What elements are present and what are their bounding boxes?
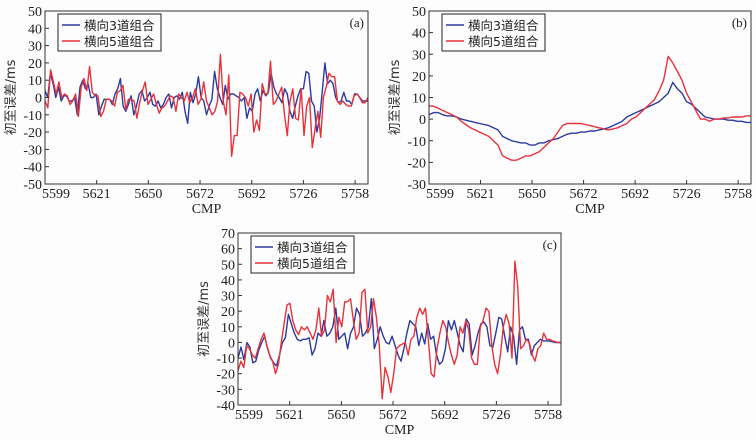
y-tick-label: -10	[23, 109, 42, 124]
y-axis-title: 初至误差/ms	[197, 281, 212, 357]
x-tick-label: 5650	[327, 408, 355, 423]
y-tick-label: -30	[216, 383, 235, 398]
series-group	[238, 260, 561, 400]
axes-frame	[237, 232, 562, 406]
x-tick-label: 5650	[518, 187, 546, 202]
legend-label: 横向5道组合	[84, 34, 155, 49]
y-tick-label: 10	[28, 74, 42, 89]
series-group	[45, 53, 368, 158]
legend-label: 横向5道组合	[277, 256, 348, 271]
x-tick-label: 5599	[42, 187, 70, 202]
x-tick-label: 5621	[467, 187, 495, 202]
legend-box	[441, 13, 546, 52]
x-tick-label: 5650	[134, 187, 162, 202]
x-tick-label: 5599	[235, 408, 263, 423]
x-tick-label: 5758	[534, 408, 562, 423]
y-tick-label: -20	[407, 156, 426, 171]
y-tick-label: -20	[216, 368, 235, 383]
y-tick-label: -30	[23, 143, 42, 158]
y-tick-label: 50	[221, 258, 235, 273]
legend-label: 横向3道组合	[277, 240, 348, 255]
legend-label: 横向3道组合	[84, 18, 155, 33]
y-tick-label: -30	[407, 178, 426, 193]
x-tick-label: 5726	[673, 187, 701, 202]
x-tick-label: 5672	[570, 187, 598, 202]
x-tick-label: 5621	[276, 408, 304, 423]
y-tick-label: 0	[419, 113, 426, 128]
y-tick-label: -40	[23, 161, 42, 176]
legend-label: 横向3道组合	[468, 18, 539, 33]
y-tick-label: 20	[221, 305, 235, 320]
chart-panel-a: -50 -40 -30 -20 -10 0 10 20 30 40 50 5599 5621 5650 56…	[4, 5, 369, 217]
panel-label: (b)	[732, 15, 747, 30]
x-tick-label: 5726	[289, 187, 317, 202]
y-tick-label: 20	[28, 57, 42, 72]
x-tick-label: 5692	[238, 187, 266, 202]
legend-box	[57, 13, 162, 52]
series-line-3-trace	[45, 62, 368, 133]
x-axis-title: CMP	[575, 202, 605, 217]
y-tick-label: 50	[412, 5, 426, 20]
y-axis-title: 初至误差/ms	[388, 59, 403, 135]
y-tick-label: 40	[221, 274, 235, 289]
panel-label: (c)	[543, 237, 557, 252]
x-axis-title: CMP	[385, 423, 415, 438]
x-tick-label: 5621	[83, 187, 111, 202]
y-tick-label: 40	[28, 22, 42, 37]
y-tick-label: 30	[412, 48, 426, 63]
x-tick-label: 5599	[426, 187, 454, 202]
series-group	[429, 55, 751, 161]
series-line-3-trace	[429, 81, 751, 146]
y-tick-label: 10	[412, 92, 426, 107]
y-tick-label: -20	[23, 126, 42, 141]
y-tick-label: 20	[412, 70, 426, 85]
x-tick-label: 5692	[621, 187, 649, 202]
y-tick-label: 0	[35, 92, 42, 107]
y-tick-label: -40	[216, 399, 235, 414]
y-tick-label: -10	[216, 352, 235, 367]
panel-label: (a)	[350, 15, 364, 30]
x-tick-label: 5758	[341, 187, 369, 202]
x-axis-title: CMP	[192, 202, 222, 217]
series-line-5-trace	[429, 55, 751, 161]
y-tick-label: 30	[28, 40, 42, 55]
y-axis-title: 初至误差/ms	[4, 59, 19, 135]
x-tick-label: 5692	[431, 408, 459, 423]
y-tick-label: 30	[221, 290, 235, 305]
y-tick-label: -50	[23, 178, 42, 193]
chart-panel-b: -30 -20 -10 0 10 20 30 40 50 5599 5621 5650 5672 5692…	[388, 5, 752, 217]
x-tick-label: 5726	[482, 408, 510, 423]
series-line-5-trace	[238, 260, 561, 400]
x-tick-label: 5672	[379, 408, 407, 423]
y-tick-label: 0	[228, 336, 235, 351]
series-line-5-trace	[45, 53, 368, 158]
y-tick-label: 40	[412, 27, 426, 42]
y-tick-label: 50	[28, 5, 42, 20]
y-tick-label: 60	[221, 243, 235, 258]
y-tick-label: 70	[221, 227, 235, 242]
legend-box	[250, 235, 355, 274]
x-tick-label: 5672	[186, 187, 214, 202]
legend-label: 横向5道组合	[468, 34, 539, 49]
series-line-3-trace	[238, 298, 561, 367]
y-tick-label: -10	[407, 135, 426, 150]
y-tick-label: 10	[221, 321, 235, 336]
x-tick-label: 5758	[724, 187, 752, 202]
